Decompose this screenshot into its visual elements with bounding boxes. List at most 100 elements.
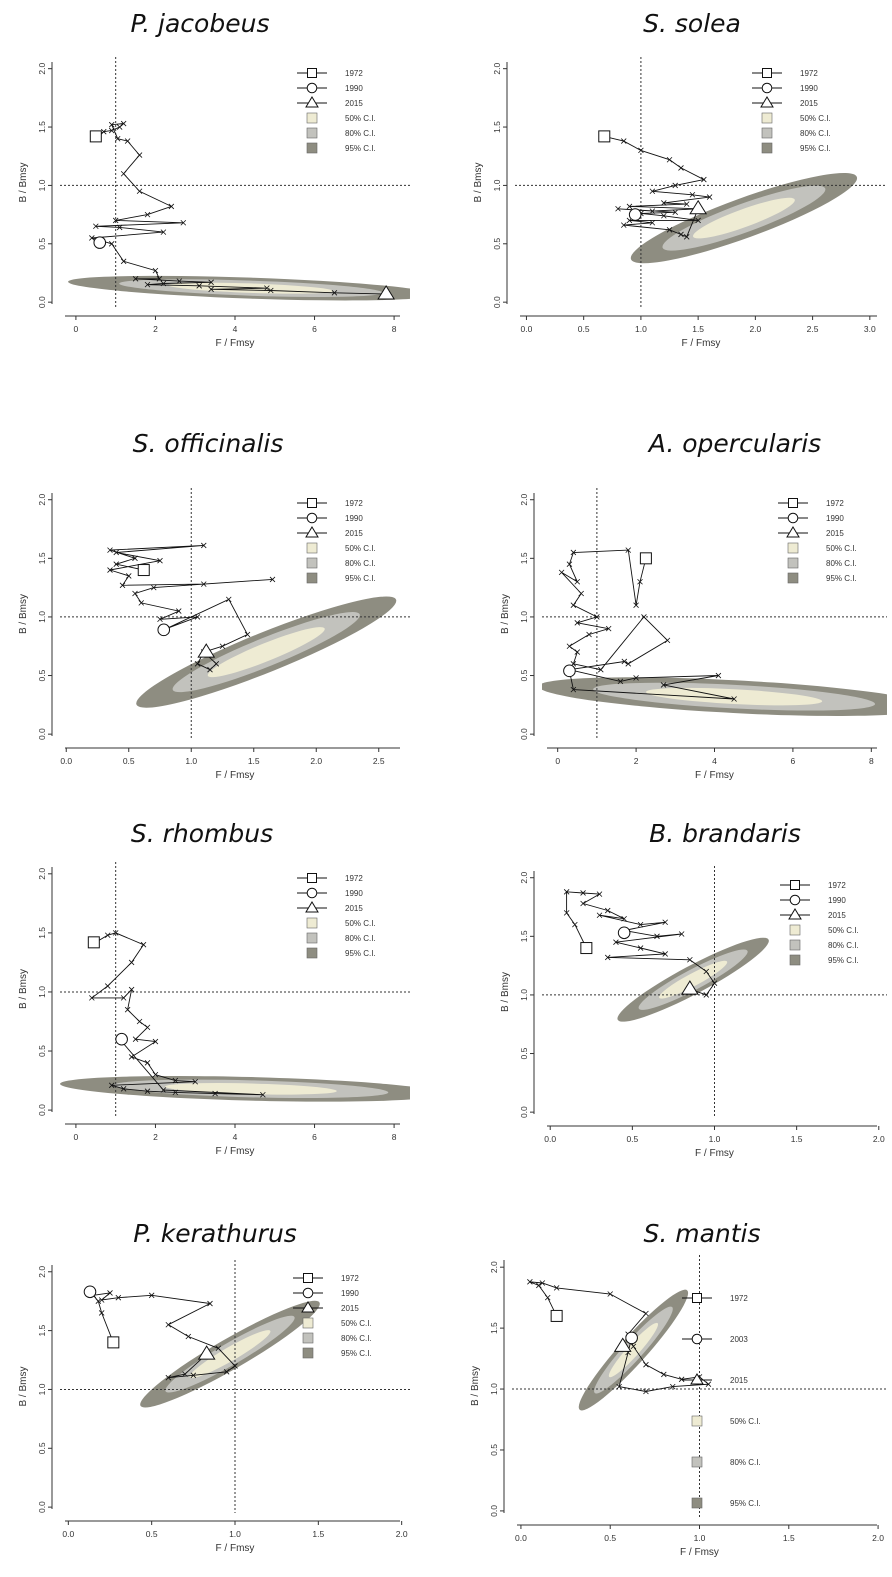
y-tick-label: 0.5 — [37, 1442, 47, 1454]
trajectory-point — [212, 1090, 218, 1097]
x-tick-label: 8 — [392, 1132, 397, 1142]
legend-ci-swatch — [306, 112, 318, 124]
legend-label: 95% C.I. — [730, 1499, 761, 1508]
legend-triangle-marker — [786, 526, 800, 538]
trajectory-point — [574, 578, 581, 585]
trajectory-point — [662, 919, 668, 926]
y-tick-label: 2.0 — [37, 1266, 47, 1278]
trajectory-point — [157, 557, 163, 564]
trajectory-point — [104, 932, 111, 939]
chart-title: S. rhombus — [131, 819, 273, 848]
y-tick-label: 1.5 — [37, 121, 47, 133]
trajectory-point — [566, 561, 573, 567]
trajectory-point — [136, 152, 143, 158]
legend-triangle-marker — [305, 526, 319, 538]
trajectory-point — [616, 1383, 622, 1390]
plot-area — [512, 1255, 887, 1517]
trajectory-point — [649, 208, 656, 214]
legend-square-marker — [762, 68, 772, 78]
trajectory-point — [152, 1038, 159, 1045]
marker-last-year — [613, 1337, 632, 1352]
legend-label: 1972 — [730, 1294, 748, 1303]
legend-circle-marker — [761, 82, 773, 94]
legend-circle-marker — [306, 512, 318, 524]
y-tick-label: 0.5 — [519, 669, 529, 681]
legend-label: 80% C.I. — [826, 559, 857, 568]
trajectory-point — [113, 561, 120, 567]
y-tick-label: 1.0 — [492, 179, 502, 191]
y-tick-label: 2.0 — [492, 62, 502, 74]
trajectory-point — [157, 616, 163, 623]
x-tick-label: 1.0 — [185, 756, 197, 766]
chart-panel-2: S. officinalis 0.0 0.5 1.0 1.5 2.0 2.5 0.0 0.5 1.… — [18, 429, 410, 781]
legend: 1972 1990 2015 50% C.I. 80% C.I. 95% C.I. — [293, 1273, 372, 1359]
marker-last-year — [689, 199, 708, 215]
marker-first-year — [550, 1309, 563, 1322]
trajectory-point — [643, 1388, 649, 1395]
legend-label: 1972 — [828, 881, 846, 890]
marker-mid-year — [617, 926, 631, 940]
trajectory-point — [615, 205, 621, 212]
trajectory-point — [208, 286, 214, 293]
trajectory-point — [331, 290, 338, 296]
legend-triangle-marker — [301, 1301, 315, 1313]
trajectory-point — [190, 1372, 197, 1379]
legend-ci-swatch — [789, 924, 801, 936]
legend-label: 1990 — [341, 1289, 359, 1298]
trajectory-point — [633, 602, 639, 608]
y-tick-label: 1.0 — [519, 989, 529, 1001]
legend-ci-swatch — [306, 142, 318, 154]
trajectory-point — [165, 1321, 172, 1328]
x-tick-label: 0.5 — [123, 756, 135, 766]
trajectory-point — [660, 682, 667, 688]
trajectory-point — [89, 235, 95, 241]
plot-area — [542, 866, 887, 1118]
legend-circle-marker — [789, 894, 801, 906]
legend-ci-swatch — [306, 557, 318, 569]
legend-label: 50% C.I. — [345, 114, 376, 123]
y-tick-label: 0.5 — [489, 1444, 499, 1456]
legend-label: 95% C.I. — [826, 574, 857, 583]
x-tick-label: 1.0 — [694, 1533, 706, 1543]
legend-square-marker — [303, 1273, 313, 1283]
x-tick-label: 0.0 — [521, 324, 533, 334]
trajectory-point — [119, 582, 126, 589]
y-tick-label: 1.0 — [489, 1383, 499, 1395]
x-tick-label: 0.5 — [578, 324, 590, 334]
trajectory-point — [268, 287, 274, 294]
y-tick-label: 2.0 — [519, 494, 529, 506]
y-axis-label: B / Bmsy — [473, 162, 484, 202]
legend-label: 80% C.I. — [345, 129, 376, 138]
chart-title: P. jacobeus — [131, 9, 270, 38]
marker-last-year — [377, 285, 396, 300]
ci-50-region — [659, 960, 728, 999]
trajectory-point — [89, 995, 95, 1001]
trajectory-point — [689, 191, 696, 198]
trajectory-point — [661, 212, 667, 219]
legend-label: 50% C.I. — [345, 544, 376, 553]
trajectory-point — [152, 1071, 159, 1078]
trajectory-point — [711, 980, 718, 986]
trajectory-point — [124, 1006, 131, 1013]
legend-label: 1990 — [345, 889, 363, 898]
trajectory-point — [194, 614, 201, 620]
trajectory-point — [182, 1371, 188, 1377]
legend: 1972 1990 2015 50% C.I. 80% C.I. 95% C.I. — [752, 68, 831, 154]
legend-label: 1990 — [345, 84, 363, 93]
trajectory-point — [643, 1361, 649, 1368]
ci-50-region — [608, 1322, 659, 1378]
trajectory-point — [672, 209, 679, 216]
y-tick-label: 1.0 — [37, 1383, 47, 1395]
legend-label: 50% C.I. — [828, 926, 859, 935]
trajectory-point — [706, 194, 713, 200]
trajectory-point — [120, 995, 127, 1001]
trajectory-point — [666, 226, 673, 233]
legend-ci-swatch — [787, 542, 799, 554]
trajectory-point — [165, 1374, 172, 1381]
chart-title: S. solea — [643, 9, 741, 38]
legend-label: 1972 — [826, 499, 844, 508]
trajectory-point — [544, 1294, 551, 1301]
trajectory-point — [621, 658, 628, 665]
trajectory-point — [168, 203, 175, 210]
trajectory-point — [605, 625, 612, 632]
